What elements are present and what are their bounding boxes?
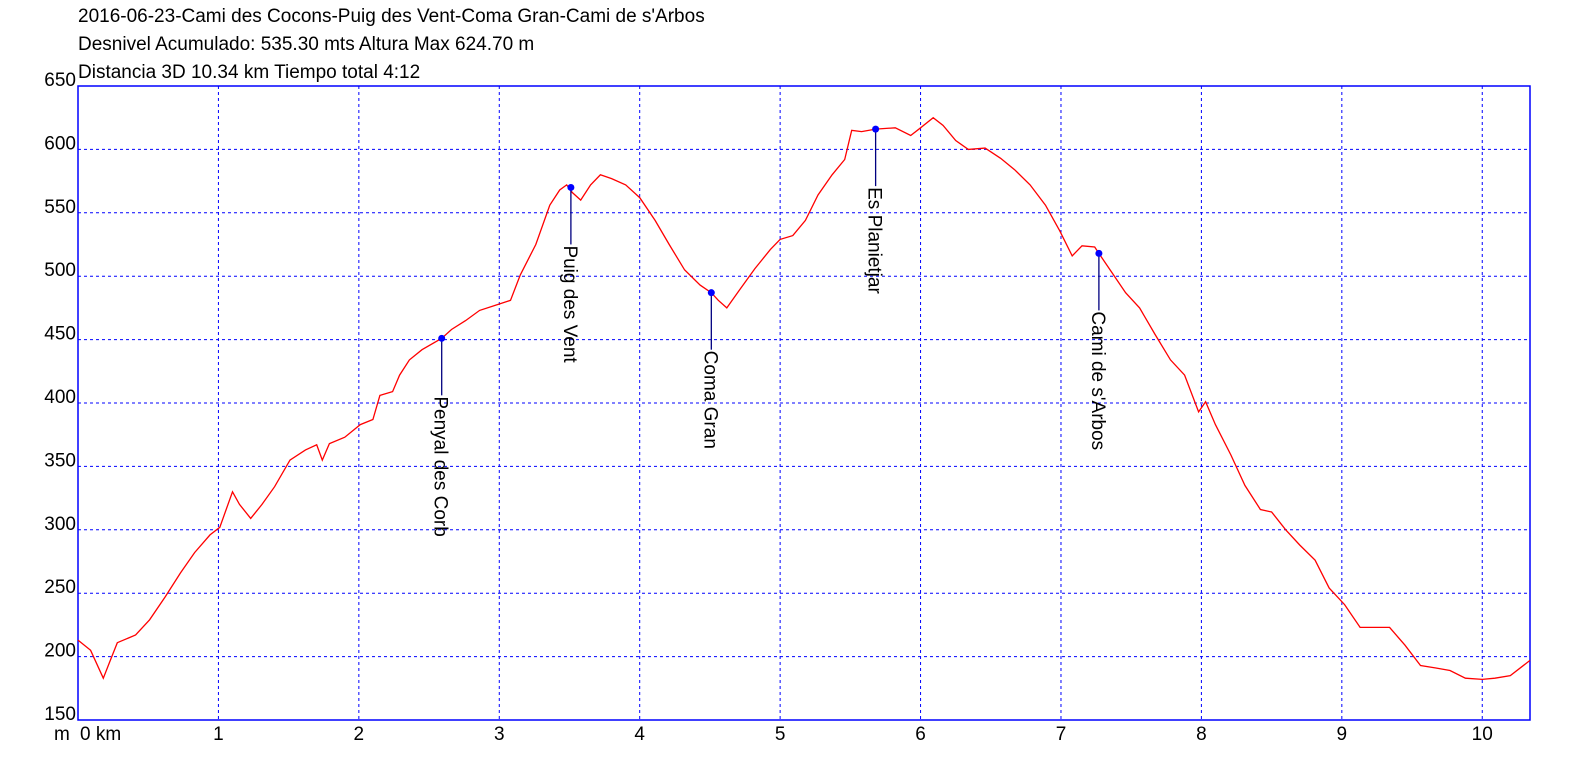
waypoint-label: Penyal des Corb xyxy=(430,396,451,536)
title-line: Distancia 3D 10.34 km Tiempo total 4:12 xyxy=(78,62,420,83)
x-tick-label: 8 xyxy=(1196,724,1207,745)
y-tick-label: 150 xyxy=(44,704,76,725)
y-tick-label: 650 xyxy=(44,70,76,91)
waypoint-marker xyxy=(567,183,575,191)
y-tick-label: 350 xyxy=(44,450,76,471)
x-tick-label: 3 xyxy=(494,724,505,745)
waypoint-label: Coma Gran xyxy=(699,351,720,449)
x-tick-label: 2 xyxy=(354,724,365,745)
x-tick-label: 4 xyxy=(634,724,645,745)
y-axis-label: m xyxy=(54,724,70,745)
elevation-line xyxy=(77,116,1531,681)
y-tick-label: 600 xyxy=(44,133,76,154)
waypoint-marker xyxy=(872,125,880,133)
waypoint-label: Cami de s'Arbos xyxy=(1087,311,1108,450)
title-line: 2016-06-23-Cami des Cocons-Puig des Vent… xyxy=(78,6,705,27)
waypoint-label: Es Planietjar xyxy=(864,187,885,294)
waypoint-marker xyxy=(1095,249,1103,257)
y-tick-label: 300 xyxy=(44,514,76,535)
plot-frame xyxy=(77,85,1531,721)
y-tick-label: 250 xyxy=(44,577,76,598)
waypoint-marker xyxy=(438,334,446,342)
x-tick-label: 1 xyxy=(213,724,224,745)
x-tick-label: 0 km xyxy=(80,724,121,745)
y-tick-label: 400 xyxy=(44,387,76,408)
x-tick-label: 5 xyxy=(775,724,786,745)
x-tick-label: 6 xyxy=(915,724,926,745)
x-tick-label: 7 xyxy=(1056,724,1067,745)
y-tick-label: 550 xyxy=(44,197,76,218)
x-tick-label: 9 xyxy=(1337,724,1348,745)
y-tick-label: 500 xyxy=(44,260,76,281)
waypoint-marker xyxy=(707,289,715,297)
x-tick-label: 10 xyxy=(1472,724,1493,745)
waypoint-label: Puig des Vent xyxy=(559,245,580,363)
y-tick-label: 200 xyxy=(44,641,76,662)
title-line: Desnivel Acumulado: 535.30 mts Altura Ma… xyxy=(78,34,534,55)
y-tick-label: 450 xyxy=(44,324,76,345)
